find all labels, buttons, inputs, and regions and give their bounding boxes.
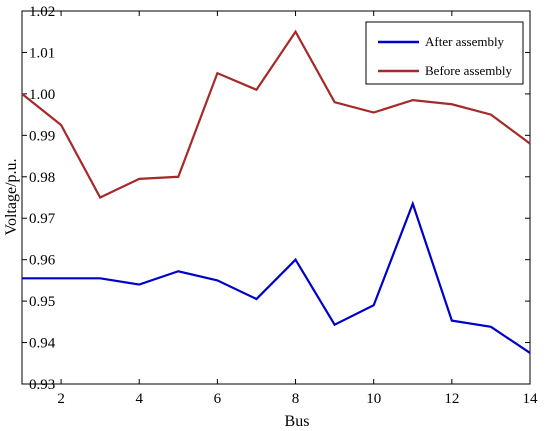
y-tick-label: 0.99 (29, 128, 55, 144)
x-tick-label: 4 (135, 391, 143, 407)
series-lines (21, 29, 531, 354)
legend-label-before-assembly: Before assembly (425, 63, 513, 78)
y-axis-title: Voltage/p.u. (3, 158, 20, 235)
legend-box (365, 21, 524, 85)
y-tick-label: 0.97 (29, 211, 56, 227)
legend-label-after-assembly: After assembly (425, 34, 505, 49)
x-tick-label: 8 (292, 391, 300, 407)
x-axis-title: Bus (285, 413, 310, 430)
y-tick-label: 1.01 (29, 45, 55, 61)
y-axis-ticks: 0.93 0.94 0.95 0.96 0.97 0.98 0.99 1.00 1.01 1.02 (22, 4, 530, 393)
y-tick-label: 0.94 (29, 336, 56, 352)
y-tick-label: 0.95 (29, 294, 55, 310)
legend: After assembly Before assembly (365, 21, 524, 85)
series-line-after-assembly (22, 200, 531, 354)
y-tick-label: 0.96 (29, 253, 56, 269)
y-tick-label: 0.98 (29, 170, 55, 186)
y-tick-label: 1.02 (29, 4, 55, 20)
x-tick-label: 10 (366, 391, 381, 407)
y-tick-label: 1.00 (29, 87, 55, 103)
x-tick-label: 6 (214, 391, 222, 407)
x-tick-label: 2 (57, 391, 65, 407)
series-line-before-assembly (21, 29, 531, 199)
x-tick-label: 12 (444, 391, 459, 407)
x-axis-ticks: 2 4 6 8 10 12 14 (57, 11, 538, 407)
y-tick-label: 0.93 (29, 377, 55, 393)
x-tick-label: 14 (523, 391, 539, 407)
